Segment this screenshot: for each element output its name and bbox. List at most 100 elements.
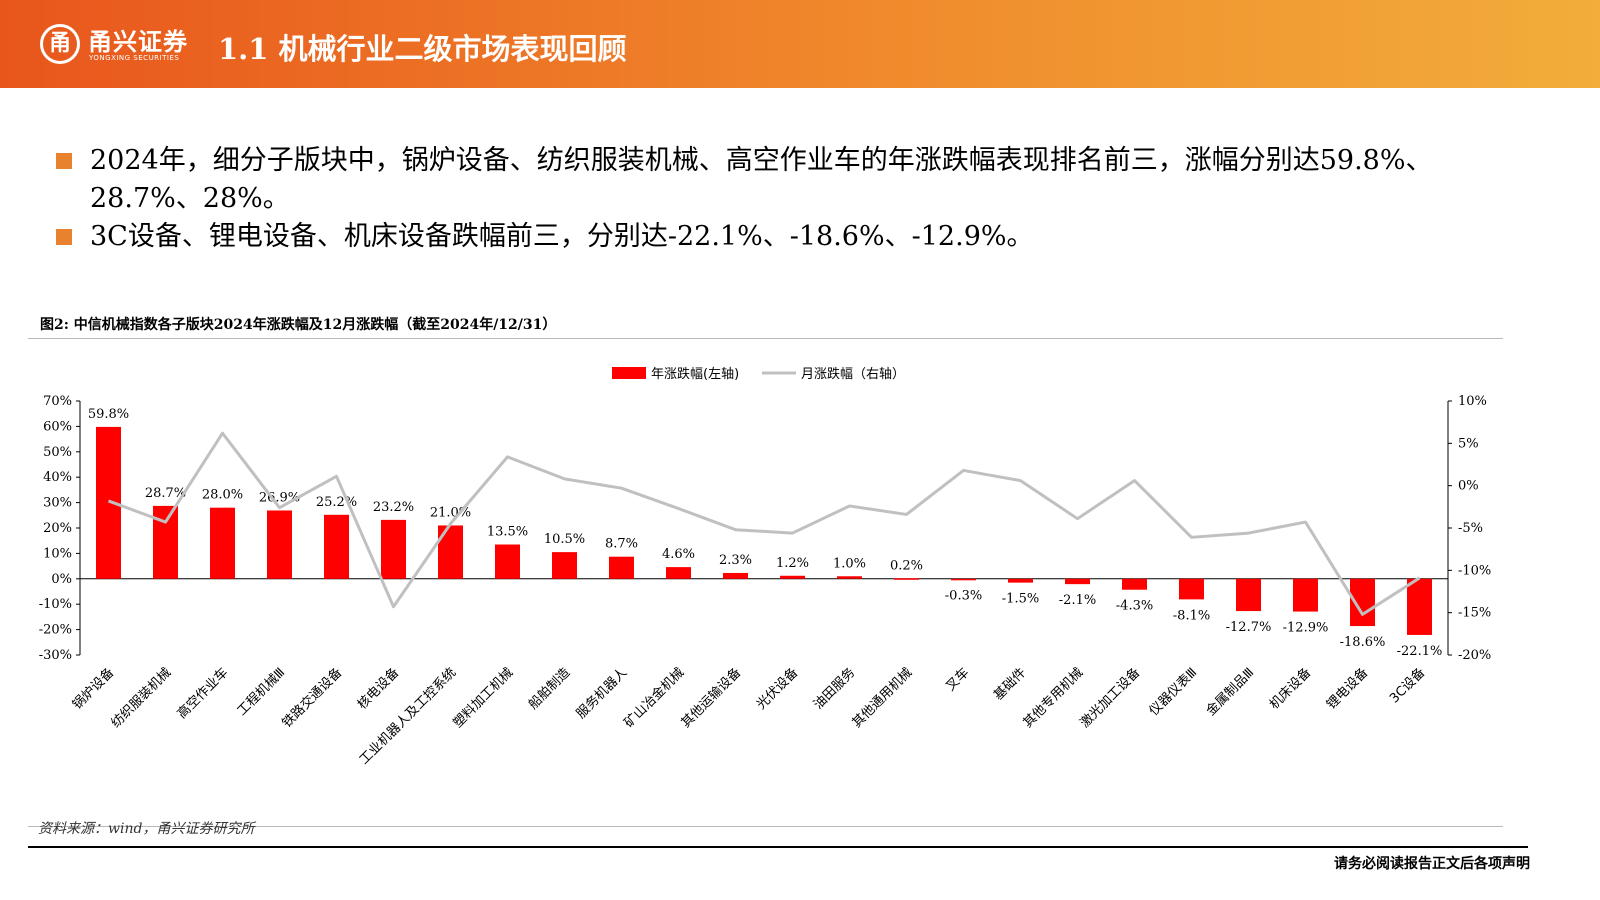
footer-disclaimer: 请务必阅读报告正文后各项声明 bbox=[1334, 856, 1530, 872]
bar-data-label: 21.0% bbox=[430, 505, 471, 520]
bar-line-chart: 70% 60% 50% 40% 30% 20% 10% 0% -10% -20% -30% 10% 5%… bbox=[39, 366, 1492, 768]
bar bbox=[1407, 578, 1432, 635]
figure-title: 图2: 中信机械指数各子版块2024年涨跌幅及12月涨跌幅（截至2024年/12… bbox=[40, 317, 557, 333]
bullet-square-icon bbox=[56, 229, 72, 245]
bar-data-label: -12.7% bbox=[1226, 620, 1272, 635]
category-label: 仪器仪表Ⅲ bbox=[1147, 665, 1201, 719]
category-label: 基础件 bbox=[991, 665, 1029, 703]
bar bbox=[267, 510, 292, 579]
bar-data-label: 1.2% bbox=[776, 556, 809, 571]
bar-data-label: 8.7% bbox=[605, 537, 638, 552]
page-title: 1.1 机械行业二级市场表现回顾 bbox=[218, 32, 627, 66]
left-axis-tick-label: 70% bbox=[43, 394, 72, 409]
bar-data-label: -4.3% bbox=[1116, 599, 1153, 614]
bar-data-label: 10.5% bbox=[544, 532, 585, 547]
bar-data-label: -8.1% bbox=[1173, 608, 1210, 623]
legend-bar-label: 年涨跌幅(左轴) bbox=[651, 366, 739, 382]
category-label: 叉车 bbox=[943, 665, 973, 695]
right-axis-tick-label: -10% bbox=[1458, 563, 1491, 578]
category-label: 服务机器人 bbox=[573, 665, 630, 722]
left-axis-tick-label: 0% bbox=[51, 572, 72, 587]
bar bbox=[1122, 578, 1147, 590]
figure-bottom-rule bbox=[28, 826, 1503, 827]
category-label: 船舶制造 bbox=[525, 665, 573, 713]
legend-bar-swatch bbox=[612, 367, 646, 379]
company-logo: 甬 甬兴证券 YONGXING SECURITIES bbox=[40, 20, 260, 70]
category-label: 工程机械Ⅲ bbox=[235, 665, 289, 719]
bullet-text: 2024年，细分子版块中，锅炉设备、纺织服装机械、高空作业车的年涨跌幅表现排名前… bbox=[90, 145, 1433, 214]
bar bbox=[1179, 578, 1204, 600]
category-label: 纺织服装机械 bbox=[109, 665, 175, 731]
bullet-text: 3C设备、锂电设备、机床设备跌幅前三，分别达-22.1%、-18.6%、-12.… bbox=[90, 221, 1034, 252]
logo-emblem-icon: 甬 bbox=[40, 24, 80, 64]
left-axis-tick-label: 30% bbox=[43, 496, 72, 511]
bar bbox=[1065, 578, 1090, 585]
bar-data-label: 28.0% bbox=[202, 488, 243, 503]
bar bbox=[780, 575, 805, 579]
bar-data-label: -12.9% bbox=[1283, 621, 1329, 636]
bar-data-label: -1.5% bbox=[1002, 592, 1039, 607]
left-axis-tick-label: 50% bbox=[43, 445, 72, 460]
bar bbox=[495, 544, 520, 579]
right-axis-tick-label: 5% bbox=[1458, 436, 1479, 451]
bar bbox=[381, 519, 406, 579]
bar-data-label: -18.6% bbox=[1340, 635, 1386, 650]
bar-data-label: -22.1% bbox=[1397, 644, 1443, 659]
bar bbox=[210, 507, 235, 579]
right-axis-tick-label: 0% bbox=[1458, 479, 1479, 494]
bar bbox=[951, 578, 976, 581]
category-label: 铁路交通设备 bbox=[279, 665, 345, 731]
bar-data-label: 26.9% bbox=[259, 490, 300, 505]
bar-data-label: 13.5% bbox=[487, 525, 528, 540]
bar bbox=[1293, 578, 1318, 612]
category-label: 塑料加工机械 bbox=[451, 665, 517, 731]
bar bbox=[552, 552, 577, 579]
bar-data-label: 1.0% bbox=[833, 556, 866, 571]
logo-name: 甬兴证券 bbox=[88, 28, 188, 56]
category-label: 其他专用机械 bbox=[1021, 665, 1087, 731]
bar-data-label: 4.6% bbox=[662, 547, 695, 562]
summary-bullets: 2024年，细分子版块中，锅炉设备、纺织服装机械、高空作业车的年涨跌幅表现排名前… bbox=[52, 142, 1542, 256]
category-label: 矿山冶金机械 bbox=[621, 665, 687, 731]
category-label: 其他运输设备 bbox=[678, 665, 744, 731]
bar-data-label: 0.2% bbox=[890, 558, 923, 573]
bar bbox=[723, 572, 748, 579]
category-label: 光伏设备 bbox=[753, 665, 801, 713]
bar-data-label: 2.3% bbox=[719, 553, 752, 568]
right-axis-tick-label: -5% bbox=[1458, 521, 1483, 536]
category-label: 油田服务 bbox=[810, 665, 858, 713]
bar-data-label: 23.2% bbox=[373, 500, 414, 515]
bar bbox=[609, 556, 634, 579]
left-axis-tick-label: 60% bbox=[43, 419, 72, 434]
figure-top-rule bbox=[28, 338, 1503, 339]
left-axis-tick-label: 10% bbox=[43, 546, 72, 561]
category-label: 核电设备 bbox=[354, 665, 402, 713]
left-axis-tick-label: -20% bbox=[39, 623, 72, 638]
category-label: 其他通用机械 bbox=[850, 665, 916, 731]
bar bbox=[1236, 578, 1261, 612]
data-source: 资料来源：wind，甬兴证券研究所 bbox=[38, 821, 255, 837]
category-label: 机床设备 bbox=[1266, 665, 1314, 713]
bar-data-label: 59.8% bbox=[88, 407, 129, 422]
monthly-change-line bbox=[107, 431, 1421, 616]
bar-data-label: -2.1% bbox=[1059, 593, 1096, 608]
left-axis-tick-label: -10% bbox=[39, 597, 72, 612]
bullet-square-icon bbox=[56, 153, 72, 169]
left-axis-tick-label: 20% bbox=[43, 521, 72, 536]
category-label: 高空作业车 bbox=[174, 665, 231, 722]
category-label: 工业机器人及工控系统 bbox=[357, 665, 460, 768]
category-label: 激光加工设备 bbox=[1077, 665, 1143, 731]
category-label: 金属制品Ⅲ bbox=[1203, 665, 1257, 719]
bar bbox=[666, 567, 691, 579]
bar bbox=[324, 514, 349, 579]
bullet-item: 3C设备、锂电设备、机床设备跌幅前三，分别达-22.1%、-18.6%、-12.… bbox=[52, 218, 1542, 256]
left-axis-tick-label: 40% bbox=[43, 470, 72, 485]
right-axis-tick-label: 10% bbox=[1458, 394, 1487, 409]
bar-data-label: -0.3% bbox=[945, 589, 982, 604]
right-axis-tick-label: -15% bbox=[1458, 606, 1491, 621]
category-label: 锅炉设备 bbox=[69, 665, 117, 713]
bar bbox=[153, 505, 178, 579]
header-banner: 甬 甬兴证券 YONGXING SECURITIES 1.1 机械行业二级市场表… bbox=[0, 0, 1600, 88]
category-label: 锂电设备 bbox=[1323, 665, 1371, 713]
left-axis-tick-label: -30% bbox=[39, 648, 72, 663]
